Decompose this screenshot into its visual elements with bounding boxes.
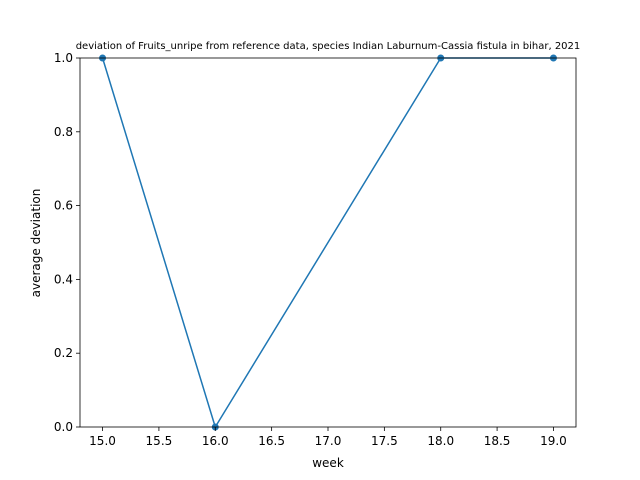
y-tick-label: 0.4 xyxy=(54,272,73,286)
chart-title: deviation of Fruits_unripe from referenc… xyxy=(76,41,581,52)
x-tick-label: 17.0 xyxy=(315,434,342,448)
y-tick-label: 0.0 xyxy=(54,420,73,434)
y-tick-label: 0.6 xyxy=(54,199,73,213)
plot-area xyxy=(79,54,577,431)
y-tick-label: 1.0 xyxy=(54,51,73,65)
y-axis-label: average deviation xyxy=(29,189,43,298)
x-tick-label: 16.0 xyxy=(202,434,229,448)
x-tick-label: 15.5 xyxy=(146,434,173,448)
x-tick-label: 18.5 xyxy=(484,434,511,448)
x-tick-label: 19.0 xyxy=(540,434,567,448)
x-tick-label: 15.0 xyxy=(89,434,116,448)
x-tick-label: 17.5 xyxy=(371,434,398,448)
series-line xyxy=(101,57,554,428)
y-tick-label: 0.8 xyxy=(54,125,73,139)
x-tick-label: 16.5 xyxy=(258,434,285,448)
axes-ticks: 15.0 15.5 16.0 16.5 17.0 17.5 18.0 18.5 19.0 0.0 0… xyxy=(54,51,567,448)
x-axis-label: week xyxy=(312,456,344,470)
x-tick-label: 18.0 xyxy=(427,434,454,448)
y-tick-label: 0.2 xyxy=(54,346,73,360)
